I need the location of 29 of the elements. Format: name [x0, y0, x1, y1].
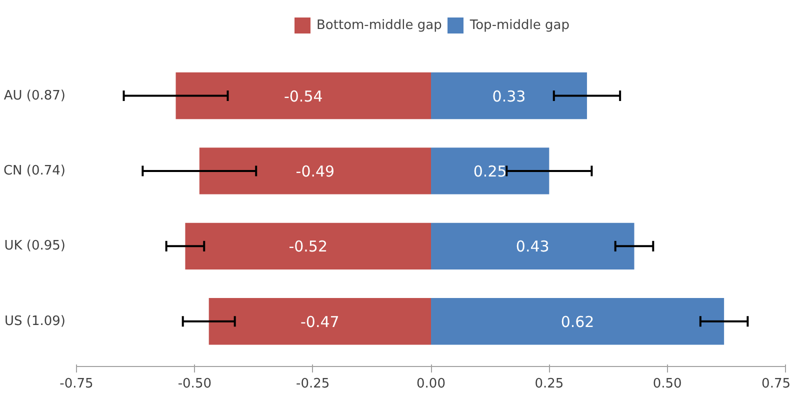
x-tick-label: 0.00: [416, 376, 446, 392]
bar: [199, 148, 431, 194]
data-label: -0.47: [300, 312, 340, 331]
bar: [185, 222, 431, 270]
data-label: -0.54: [284, 87, 323, 106]
data-label: -0.52: [288, 238, 328, 256]
bar: [431, 72, 587, 120]
data-label: 0.25: [473, 162, 507, 180]
bar: [176, 72, 431, 120]
y-tick-label: US (1.09): [4, 314, 66, 329]
bar: [431, 298, 724, 345]
data-label: 0.33: [492, 87, 526, 106]
y-tick-label: UK (0.95): [4, 238, 66, 254]
data-label: -0.49: [296, 162, 335, 180]
x-tick-label: -0.25: [296, 376, 330, 392]
data-label: 0.43: [516, 238, 550, 256]
x-tick-label: -0.50: [178, 376, 212, 392]
y-tick-label: AU (0.87): [4, 88, 66, 104]
x-tick-label: 0.50: [652, 376, 682, 392]
x-tick-label: -0.75: [60, 376, 94, 392]
bar: [431, 148, 550, 194]
bar: [431, 222, 634, 270]
x-tick-label: 0.75: [762, 376, 791, 392]
legend-label: Bottom-middle gap: [316, 18, 442, 32]
bar: [208, 298, 431, 345]
legend-label: Top-middle gap: [470, 18, 570, 32]
data-label: 0.62: [560, 312, 594, 331]
x-tick-label: 0.25: [534, 376, 564, 392]
y-tick-label: CN (0.74): [3, 163, 66, 178]
